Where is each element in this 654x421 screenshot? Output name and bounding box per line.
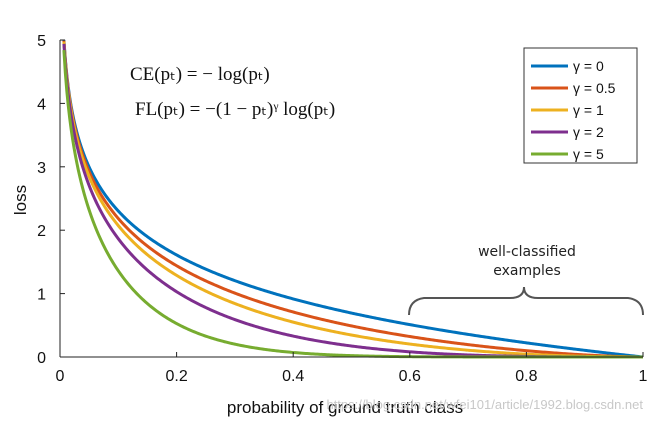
y-tick-label: 3: [37, 160, 46, 177]
x-tick-label: 0.4: [282, 368, 304, 385]
y-tick-label: 0: [37, 350, 46, 367]
well-classified-annotation: well-classified examples: [408, 244, 644, 316]
x-tick-label: 0.8: [515, 368, 537, 385]
x-tick-label: 1: [639, 368, 648, 385]
series-line-gamma-0: [62, 39, 644, 359]
series-line-gamma-1: [62, 41, 644, 359]
legend-label: γ = 0.5: [573, 80, 616, 96]
ce-formula: CE(pₜ) = − log(pₜ): [130, 64, 270, 85]
x-ticks: 0 0.2 0.4 0.6 0.8 1: [56, 352, 648, 385]
y-tick-label: 5: [37, 33, 46, 50]
y-tick-label: 4: [37, 96, 46, 113]
curly-brace: [408, 286, 644, 316]
legend-label: γ = 2: [573, 124, 604, 140]
legend-items: γ = 0 γ = 0.5 γ = 1 γ = 2 γ = 5: [531, 58, 616, 162]
y-axis-label: loss: [11, 185, 30, 215]
legend-label: γ = 5: [573, 146, 604, 162]
annotation-line-2: examples: [493, 263, 561, 279]
watermark: https://blog.csdn.net/wfei101/article/19…: [326, 397, 643, 412]
legend: γ = 0 γ = 0.5 γ = 1 γ = 2 γ = 5: [523, 47, 638, 164]
series-line-gamma-0-5: [62, 40, 644, 359]
x-axis-label: probability of ground truth class: [227, 398, 463, 417]
fl-formula: FL(pₜ) = −(1 − pₜ)ᵞ log(pₜ): [135, 99, 335, 120]
x-tick-label: 0: [56, 368, 65, 385]
annotation-line-1: well-classified: [478, 244, 576, 260]
legend-label: γ = 0: [573, 58, 604, 74]
y-tick-label: 2: [37, 223, 46, 240]
y-ticks: 0 1 2 3 4 5: [37, 33, 65, 367]
axes: [59, 40, 643, 358]
x-tick-label: 0.6: [399, 368, 421, 385]
legend-label: γ = 1: [573, 102, 604, 118]
x-tick-label: 0.2: [165, 368, 187, 385]
y-tick-label: 1: [37, 287, 46, 304]
